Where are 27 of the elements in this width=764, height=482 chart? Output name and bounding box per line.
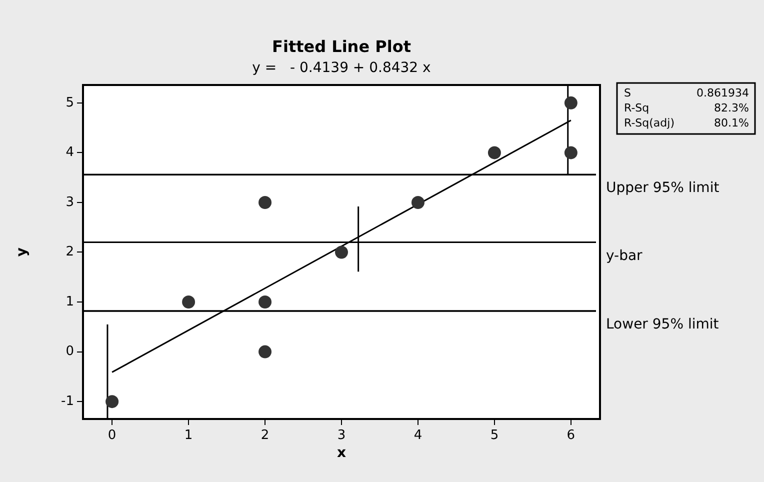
x-tick-label: 4 [414, 428, 422, 444]
y-tick-label: -1 [61, 394, 74, 409]
text: 82.3% [714, 101, 749, 114]
x-tick-label: 6 [566, 428, 576, 444]
x-tick-label: 3 [337, 428, 346, 444]
text: R-Sq(adj) [624, 116, 674, 130]
x-tick-label: 2 [260, 428, 270, 444]
ref-line-label: Upper 95% limit [606, 180, 720, 196]
y-tick-label: 2 [66, 244, 74, 260]
x-tick-label: 5 [490, 428, 499, 444]
text: R-Sq [624, 101, 650, 114]
x-tick-label: 0 [108, 428, 116, 444]
y-axis-title: y [14, 247, 30, 257]
y-tick-label: 3 [66, 194, 74, 210]
text: 80.1% [714, 116, 749, 130]
text: S [624, 86, 631, 100]
y-tick-label: 1 [66, 294, 74, 310]
y-tick-label: 5 [66, 95, 74, 110]
x-axis-title: x [336, 445, 346, 462]
y-tick-label: 0 [66, 344, 74, 360]
chart-title: Fitted Line Plot [272, 37, 412, 56]
ref-line-label: y-bar [606, 248, 643, 264]
chart-subtitle: y = - 0.4139 + 0.8432 x [252, 60, 431, 76]
y-tick-label: 4 [66, 145, 74, 160]
x-tick-label: 1 [184, 428, 193, 444]
ref-line-label: Lower 95% limit [606, 316, 720, 333]
text: 0.861934 [696, 86, 749, 100]
